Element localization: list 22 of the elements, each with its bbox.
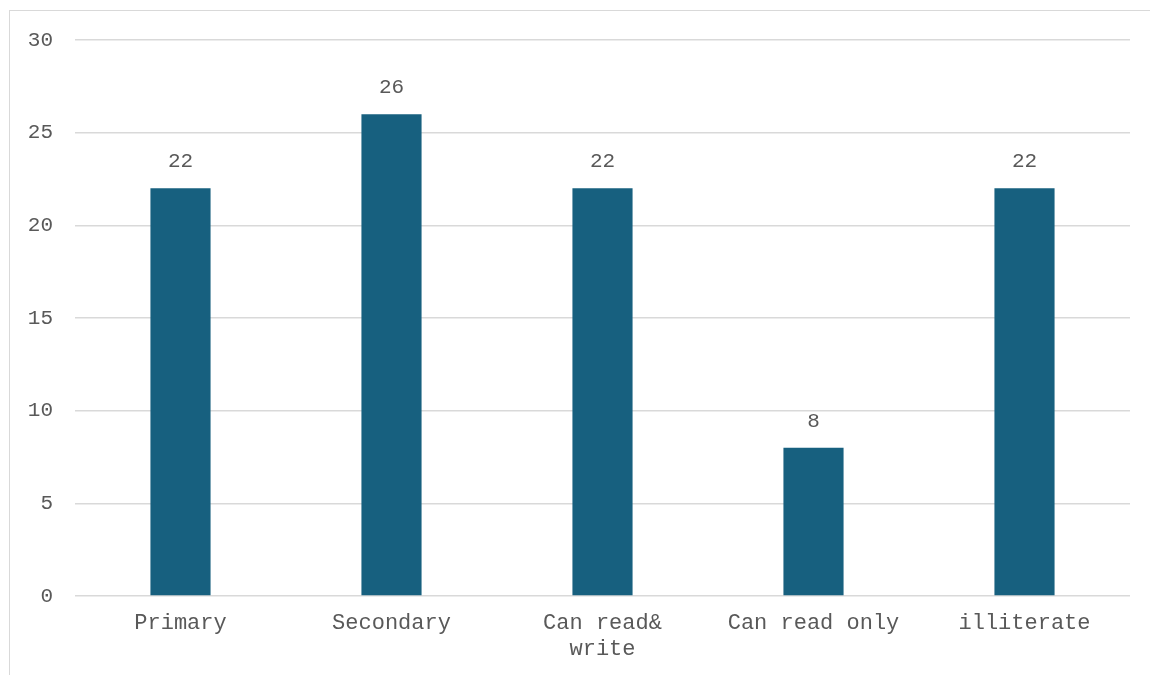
x-tick-label: Primary bbox=[134, 611, 227, 637]
bar bbox=[361, 114, 422, 596]
y-tick-label: 20 bbox=[27, 213, 53, 237]
x-tick-label: illiterate bbox=[958, 611, 1091, 637]
bar bbox=[150, 188, 211, 596]
bar bbox=[783, 447, 844, 596]
y-tick-label: 0 bbox=[40, 584, 53, 608]
x-tick-label: Secondary bbox=[332, 611, 451, 637]
y-tick-label: 25 bbox=[27, 121, 53, 145]
x-tick-label: Can read& write bbox=[543, 611, 662, 663]
y-tick-label: 5 bbox=[40, 491, 53, 515]
y-tick-label: 30 bbox=[27, 28, 53, 52]
x-tick-label: Can read only bbox=[727, 611, 900, 637]
data-label: 8 bbox=[807, 409, 820, 433]
bar bbox=[572, 188, 633, 596]
data-label: 22 bbox=[167, 150, 194, 174]
data-label: 22 bbox=[1011, 150, 1038, 174]
data-label: 26 bbox=[378, 76, 405, 100]
y-tick-label: 10 bbox=[27, 399, 53, 423]
y-tick-label: 15 bbox=[27, 306, 53, 330]
data-label: 22 bbox=[589, 150, 616, 174]
bar bbox=[994, 188, 1055, 596]
